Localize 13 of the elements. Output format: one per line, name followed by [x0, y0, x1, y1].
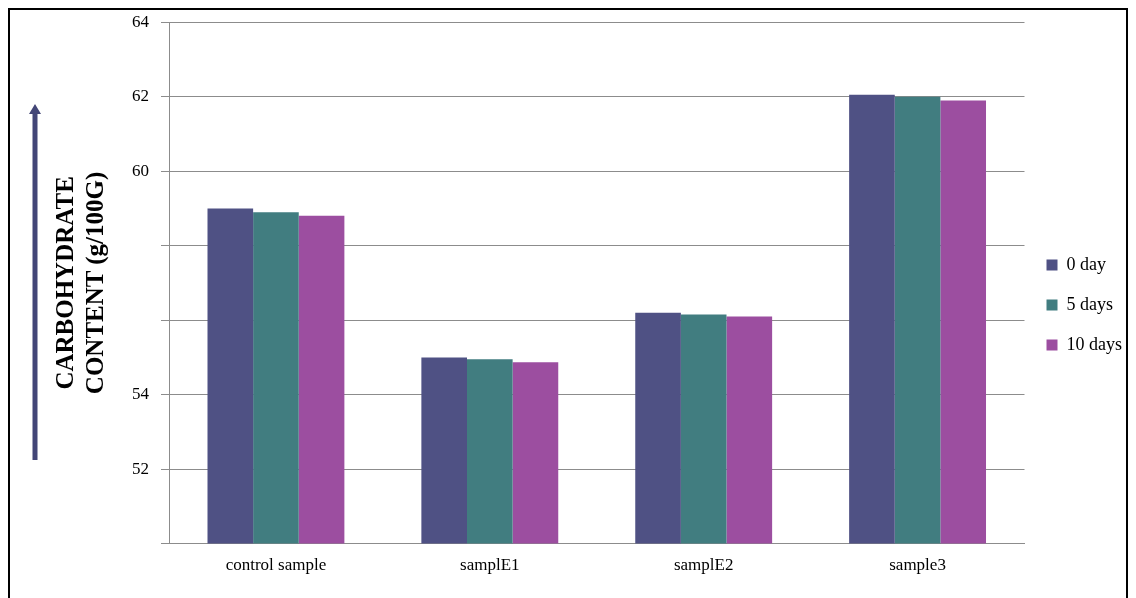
y-tick-label: 54 [132, 384, 150, 404]
x-tick-label: control sample [225, 555, 327, 575]
x-tick-label: samplE2 [673, 555, 734, 575]
x-tick-label: sample3 [889, 555, 946, 575]
y-tick-label: 64 [132, 11, 150, 31]
legend-label: 5 days [1066, 293, 1114, 314]
x-tick-label: samplE1 [460, 555, 520, 575]
legend-label: 0 day [1066, 253, 1107, 274]
legend-label: 10 days [1066, 333, 1123, 354]
y-tick-label: 62 [132, 86, 149, 106]
y-axis-title: CARBOHYDRATE CONTENT (g/100G) [51, 171, 110, 395]
y-tick-label: 52 [132, 458, 149, 478]
y-tick-label: 60 [132, 160, 149, 180]
